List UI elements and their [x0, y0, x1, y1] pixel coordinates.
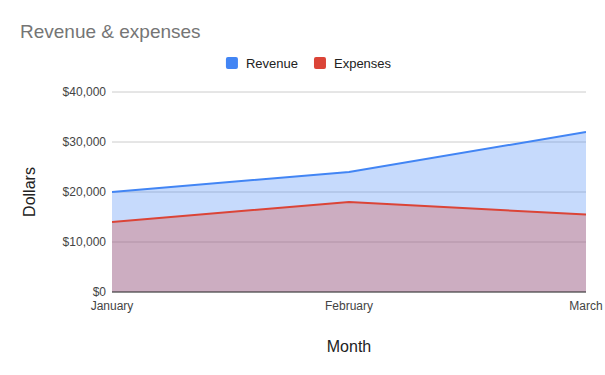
- x-tick-label: March: [569, 299, 602, 313]
- grid-line: [112, 292, 586, 293]
- x-tick-label: February: [325, 299, 373, 313]
- y-axis-label: Dollars: [21, 167, 38, 217]
- legend: Revenue Expenses: [226, 56, 392, 71]
- legend-label: Revenue: [246, 56, 298, 71]
- grid-line: [112, 92, 586, 93]
- legend-label: Expenses: [334, 56, 392, 71]
- x-tick-label: January: [91, 299, 134, 313]
- y-tick-label: $10,000: [63, 235, 107, 249]
- x-axis-line: [112, 292, 586, 293]
- legend-swatch: [226, 57, 238, 69]
- line: [112, 132, 586, 192]
- chart-container: Revenue & expenses $0 $10,000 $20,000 $30,00…: [0, 0, 605, 375]
- y-tick-label: $20,000: [63, 185, 107, 199]
- plot-area: [112, 132, 586, 292]
- grid-line: [112, 142, 586, 143]
- y-tick-label: $0: [93, 285, 107, 299]
- line: [112, 202, 586, 222]
- chart-svg: Revenue & expenses $0 $10,000 $20,000 $30,00…: [0, 0, 605, 375]
- x-axis-label: Month: [327, 338, 371, 355]
- legend-swatch: [314, 57, 326, 69]
- title: Revenue & expenses: [20, 21, 201, 42]
- y-tick-label: $30,000: [63, 135, 107, 149]
- y-tick-label: $40,000: [63, 85, 107, 99]
- area: [112, 132, 586, 292]
- area: [112, 202, 586, 292]
